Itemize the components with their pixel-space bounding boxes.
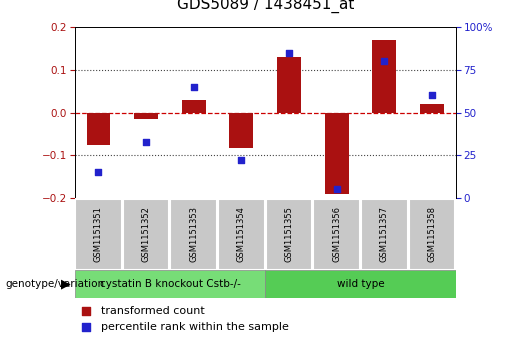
FancyBboxPatch shape: [75, 199, 122, 270]
Bar: [420, 104, 444, 113]
FancyBboxPatch shape: [265, 270, 456, 298]
Text: GSM1151355: GSM1151355: [285, 206, 294, 262]
Bar: [87, 113, 110, 144]
Point: [285, 50, 293, 56]
Bar: [325, 113, 349, 193]
Bar: [230, 113, 253, 147]
Text: GDS5089 / 1438451_at: GDS5089 / 1438451_at: [177, 0, 354, 13]
Text: GSM1151352: GSM1151352: [142, 206, 150, 262]
Text: GSM1151351: GSM1151351: [94, 206, 103, 262]
Text: transformed count: transformed count: [101, 306, 205, 317]
Text: wild type: wild type: [337, 279, 384, 289]
FancyBboxPatch shape: [408, 199, 455, 270]
Text: GSM1151358: GSM1151358: [427, 206, 436, 262]
Point: [333, 187, 341, 192]
Bar: [134, 113, 158, 119]
Text: GSM1151353: GSM1151353: [190, 206, 198, 262]
FancyBboxPatch shape: [361, 199, 408, 270]
Text: cystatin B knockout Cstb-/-: cystatin B knockout Cstb-/-: [99, 279, 241, 289]
FancyBboxPatch shape: [313, 199, 360, 270]
Point: [380, 58, 388, 64]
Text: ▶: ▶: [61, 278, 70, 290]
Point: [190, 84, 198, 90]
Bar: [277, 57, 301, 113]
Text: GSM1151356: GSM1151356: [332, 206, 341, 262]
Point: [428, 93, 436, 98]
FancyBboxPatch shape: [75, 270, 265, 298]
Text: GSM1151357: GSM1151357: [380, 206, 389, 262]
Point: [237, 158, 246, 163]
FancyBboxPatch shape: [266, 199, 313, 270]
Text: percentile rank within the sample: percentile rank within the sample: [101, 322, 289, 333]
Bar: [182, 100, 205, 113]
Point: [142, 139, 150, 144]
Text: genotype/variation: genotype/variation: [5, 279, 104, 289]
FancyBboxPatch shape: [123, 199, 169, 270]
Text: GSM1151354: GSM1151354: [237, 206, 246, 262]
Bar: [372, 40, 396, 113]
Point: [82, 325, 90, 330]
FancyBboxPatch shape: [218, 199, 265, 270]
Point: [94, 169, 102, 175]
FancyBboxPatch shape: [170, 199, 217, 270]
Point: [82, 309, 90, 314]
